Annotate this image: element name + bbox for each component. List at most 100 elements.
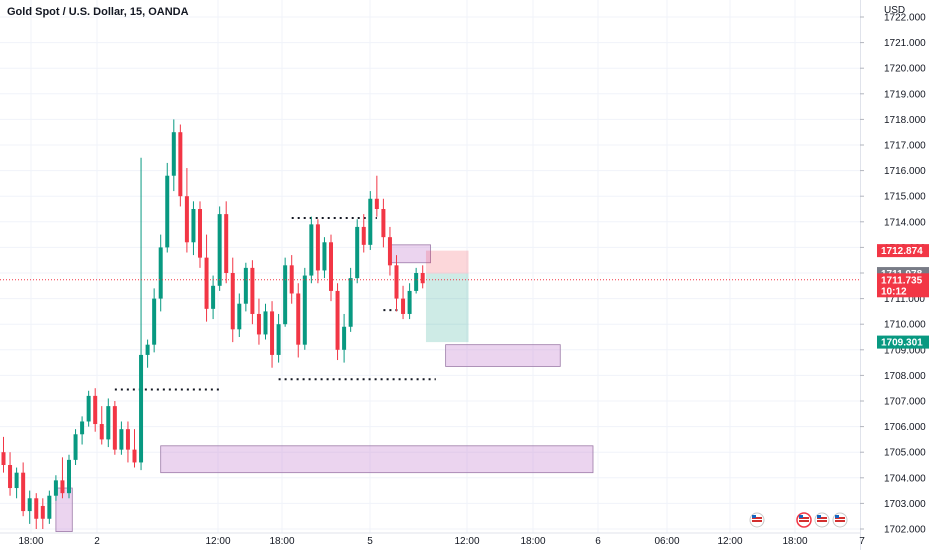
candle xyxy=(21,462,26,517)
chart-title: Gold Spot / U.S. Dollar, 15, OANDA xyxy=(7,6,189,18)
candle xyxy=(387,226,392,276)
y-tick-label: 1706.000 xyxy=(884,422,926,433)
y-tick-label: 1703.000 xyxy=(884,499,926,510)
x-tick-label: 18:00 xyxy=(269,536,294,547)
candle-body xyxy=(374,198,379,209)
candle xyxy=(93,388,98,432)
event-icons xyxy=(749,512,848,528)
countdown-label: 10:12 xyxy=(881,286,907,297)
candle xyxy=(112,401,117,455)
candle xyxy=(276,313,281,363)
candle-body xyxy=(67,459,71,494)
candle xyxy=(60,457,65,499)
candle xyxy=(217,206,222,291)
candle xyxy=(302,267,307,350)
zone-rect xyxy=(55,487,73,532)
candle-body xyxy=(256,313,261,335)
candle xyxy=(296,283,301,358)
candle xyxy=(139,157,144,471)
candle-body xyxy=(361,226,366,245)
x-tick-label: 5 xyxy=(367,536,373,547)
candle-body xyxy=(283,265,288,325)
candle xyxy=(34,493,39,529)
candle-body xyxy=(132,449,137,463)
candle-body xyxy=(381,209,386,238)
candle xyxy=(27,490,32,524)
candle-body xyxy=(53,480,58,496)
candle-body xyxy=(99,424,104,440)
candle-body xyxy=(348,278,353,327)
candle-body xyxy=(394,265,399,299)
x-tick-label: 12:00 xyxy=(717,536,742,547)
candle xyxy=(198,201,202,268)
candle-body xyxy=(329,242,333,291)
chart-grid xyxy=(0,0,860,533)
candle-body xyxy=(224,214,229,273)
price-tag-bg xyxy=(877,335,929,349)
candle-body xyxy=(125,429,130,450)
candle-body xyxy=(296,293,301,345)
candle xyxy=(329,234,333,302)
candle-body xyxy=(263,311,268,335)
price-tag: 1709.301 xyxy=(877,335,929,349)
zone-rect xyxy=(160,445,594,474)
candle xyxy=(80,416,85,445)
candle xyxy=(243,262,248,312)
candle-body xyxy=(145,344,150,355)
candle xyxy=(132,429,137,468)
candle xyxy=(420,265,425,289)
y-tick-label: 1722.000 xyxy=(884,13,926,24)
candle xyxy=(73,429,78,465)
candle xyxy=(1,436,6,473)
candle-body xyxy=(80,421,85,435)
candle-body xyxy=(139,354,144,463)
candle xyxy=(125,421,130,463)
candle-body xyxy=(276,324,281,355)
candle-body xyxy=(198,209,202,258)
candle xyxy=(414,267,419,294)
candle-body xyxy=(21,472,26,512)
candle xyxy=(283,257,288,327)
y-tick-label: 1704.000 xyxy=(884,473,926,484)
y-tick-label: 1711.000 xyxy=(884,294,925,305)
candle-body xyxy=(322,242,327,271)
currency-label: USD xyxy=(884,5,906,16)
candle-body xyxy=(270,311,275,355)
candle-body xyxy=(106,406,111,440)
candle xyxy=(106,398,111,448)
price-tag-bg xyxy=(877,244,929,258)
y-tick-label: 1705.000 xyxy=(884,448,926,459)
candle xyxy=(158,234,163,312)
zone-rect xyxy=(445,344,561,367)
candle-body xyxy=(315,224,320,271)
candle xyxy=(256,298,261,345)
candle xyxy=(204,234,209,322)
candle-body xyxy=(14,472,19,489)
y-tick-label: 1716.000 xyxy=(884,166,926,177)
candle xyxy=(342,313,347,363)
x-tick-label: 18:00 xyxy=(520,536,545,547)
candles xyxy=(1,119,425,529)
y-tick-label: 1721.000 xyxy=(884,38,926,49)
candle xyxy=(165,162,170,253)
candle xyxy=(250,260,255,325)
x-tick-label: 18:00 xyxy=(18,536,43,547)
candle-body xyxy=(1,452,6,465)
candle xyxy=(99,406,104,445)
candle-body xyxy=(368,198,373,245)
candle xyxy=(145,339,150,368)
candle-body xyxy=(119,429,124,450)
candle-body xyxy=(414,273,419,291)
y-tick-label: 1714.000 xyxy=(884,217,926,228)
x-tick-label: 2 xyxy=(94,536,100,547)
candle xyxy=(374,175,379,217)
candle-body xyxy=(211,285,216,309)
candle-body xyxy=(158,247,163,299)
candle-body xyxy=(302,275,307,345)
candle xyxy=(211,275,216,320)
candle-body xyxy=(237,303,242,330)
candle-body xyxy=(8,465,13,489)
candle xyxy=(315,219,320,284)
